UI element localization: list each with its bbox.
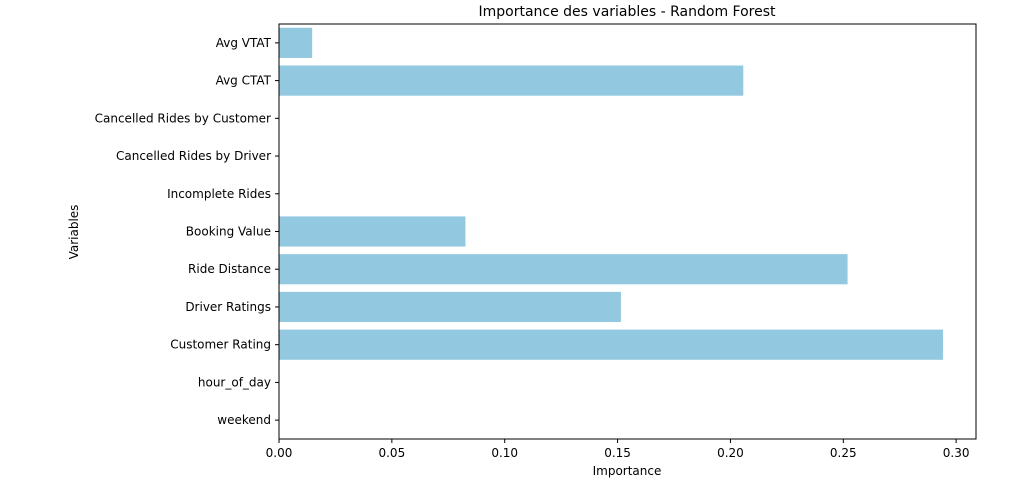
- y-tick-label: weekend: [217, 413, 271, 427]
- y-tick-label: Avg VTAT: [216, 36, 272, 50]
- y-tick-label: Customer Rating: [170, 338, 271, 352]
- bar-avg-ctat: [279, 65, 744, 96]
- bar-driver-ratings: [279, 291, 621, 323]
- x-tick-label: 0.10: [491, 446, 518, 460]
- y-tick-label: Booking Value: [186, 225, 271, 239]
- y-tick-label: Cancelled Rides by Driver: [116, 149, 271, 163]
- chart-title: Importance des variables - Random Forest: [478, 4, 776, 20]
- y-tick-label: Cancelled Rides by Customer: [95, 111, 271, 125]
- x-tick-label: 0.15: [604, 446, 631, 460]
- x-tick-label: 0.05: [378, 446, 405, 460]
- x-tick-label: 0.25: [830, 446, 857, 460]
- y-tick-label: Avg CTAT: [216, 74, 272, 88]
- y-axis-label: Variables: [67, 205, 81, 260]
- bar-booking-value: [279, 216, 466, 247]
- y-tick-label: Ride Distance: [188, 262, 271, 276]
- y-tick-label: Incomplete Rides: [167, 187, 271, 201]
- axes-layer: Avg VTAT Avg CTAT Cancelled Rides by Custo…: [95, 23, 977, 460]
- y-tick-label: hour_of_day: [198, 375, 271, 389]
- bars-layer: [279, 27, 944, 360]
- x-tick-label: 0.20: [717, 446, 744, 460]
- y-tick-label: Driver Ratings: [185, 300, 271, 314]
- bar-customer-rating: [279, 329, 944, 360]
- bar-ride-distance: [279, 254, 848, 285]
- x-tick-label: 0.30: [943, 446, 970, 460]
- x-axis-label: Importance: [593, 464, 662, 478]
- x-tick-label: 0.00: [266, 446, 293, 460]
- bar-avg-vtat: [279, 27, 313, 58]
